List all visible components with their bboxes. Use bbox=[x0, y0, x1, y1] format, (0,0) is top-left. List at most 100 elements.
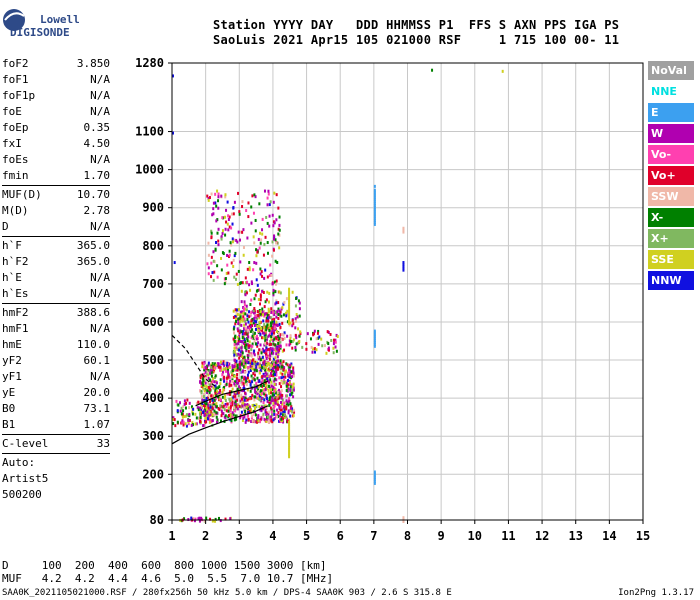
echo-point bbox=[207, 363, 210, 367]
echo-point bbox=[290, 370, 293, 374]
echo-point bbox=[273, 377, 276, 381]
echo-point bbox=[219, 360, 222, 364]
echo-point bbox=[287, 418, 290, 422]
echo-point bbox=[283, 366, 286, 370]
parameter-label: hmF2 bbox=[2, 306, 29, 319]
echo-point bbox=[198, 519, 201, 523]
echo-point bbox=[288, 436, 291, 440]
echo-point bbox=[335, 333, 338, 337]
echo-point bbox=[260, 326, 263, 330]
echo-point bbox=[227, 368, 230, 372]
parameter-value: N/A bbox=[90, 370, 110, 383]
echo-point bbox=[220, 195, 223, 199]
echo-point bbox=[233, 416, 236, 420]
echo-point bbox=[269, 353, 272, 357]
echo-point bbox=[234, 409, 237, 413]
echo-point bbox=[256, 418, 259, 422]
echo-point bbox=[263, 331, 266, 335]
echo-point bbox=[218, 398, 221, 402]
echo-point bbox=[207, 403, 210, 407]
echo-point bbox=[269, 366, 272, 370]
echo-point bbox=[267, 316, 270, 320]
echo-point bbox=[233, 358, 236, 362]
echo-point bbox=[259, 369, 262, 373]
echo-point bbox=[246, 379, 249, 383]
echo-point bbox=[312, 333, 315, 337]
echo-point bbox=[268, 214, 271, 218]
echo-point bbox=[273, 328, 276, 332]
echo-point bbox=[239, 313, 242, 317]
echo-point bbox=[252, 332, 255, 336]
echo-point bbox=[208, 391, 211, 395]
echo-point bbox=[254, 314, 257, 318]
echo-point bbox=[402, 268, 405, 272]
echo-point bbox=[267, 313, 270, 317]
echo-point bbox=[285, 343, 288, 347]
echo-point bbox=[247, 327, 250, 331]
echo-point bbox=[335, 349, 338, 353]
echo-point bbox=[402, 261, 405, 265]
echo-point bbox=[230, 390, 233, 394]
echo-point bbox=[271, 396, 274, 400]
echo-point bbox=[238, 367, 241, 371]
echo-point bbox=[210, 413, 213, 417]
echo-point bbox=[275, 352, 278, 356]
parameter-value: N/A bbox=[90, 287, 110, 300]
echo-point bbox=[263, 305, 266, 309]
echo-point bbox=[313, 332, 316, 336]
echo-point bbox=[221, 229, 224, 233]
echo-point bbox=[254, 390, 257, 394]
echo-point bbox=[244, 276, 247, 280]
echo-point bbox=[230, 243, 233, 247]
echo-point bbox=[231, 237, 234, 241]
echo-point bbox=[217, 227, 220, 231]
echo-point bbox=[233, 339, 236, 343]
echo-point bbox=[261, 355, 264, 359]
echo-point bbox=[281, 381, 284, 385]
echo-point bbox=[274, 365, 277, 369]
logo-brand-top: Lowell bbox=[40, 13, 80, 26]
parameter-row: M(D) 2.78 bbox=[2, 203, 110, 219]
echo-point bbox=[212, 404, 215, 408]
echo-point bbox=[234, 251, 237, 255]
y-tick-label: 800 bbox=[142, 239, 164, 253]
echo-point bbox=[185, 413, 188, 417]
echo-point bbox=[289, 365, 292, 369]
echo-point bbox=[283, 372, 286, 376]
echo-point bbox=[226, 362, 229, 366]
echo-point bbox=[259, 241, 262, 245]
echo-point bbox=[232, 206, 235, 210]
echo-point bbox=[236, 347, 239, 351]
parameter-value: 365.0 bbox=[76, 255, 110, 268]
echo-point bbox=[247, 330, 250, 334]
echo-point bbox=[220, 407, 223, 411]
echo-point bbox=[273, 363, 276, 367]
echo-point bbox=[200, 373, 203, 377]
echo-point bbox=[260, 416, 263, 420]
echo-point bbox=[215, 415, 218, 419]
echo-point bbox=[228, 253, 231, 257]
echo-point bbox=[213, 369, 216, 373]
echo-point bbox=[288, 302, 291, 306]
echo-point bbox=[215, 219, 218, 223]
echo-point bbox=[259, 389, 262, 393]
echo-point bbox=[246, 236, 249, 240]
echo-point bbox=[179, 518, 182, 522]
echo-point bbox=[209, 408, 212, 412]
echo-point bbox=[264, 375, 267, 379]
echo-point bbox=[257, 327, 260, 331]
echo-point bbox=[233, 374, 236, 378]
echo-point bbox=[285, 399, 288, 403]
echo-point bbox=[207, 272, 210, 276]
echo-point bbox=[235, 405, 238, 409]
echo-point bbox=[230, 419, 233, 423]
echo-point bbox=[256, 396, 259, 400]
echo-point bbox=[200, 405, 203, 409]
echo-point bbox=[202, 373, 205, 377]
echo-point bbox=[297, 299, 300, 303]
echo-point bbox=[234, 397, 237, 401]
echo-point bbox=[274, 368, 277, 372]
echo-point bbox=[269, 401, 272, 405]
echo-point bbox=[187, 418, 190, 422]
echo-point bbox=[196, 406, 199, 410]
